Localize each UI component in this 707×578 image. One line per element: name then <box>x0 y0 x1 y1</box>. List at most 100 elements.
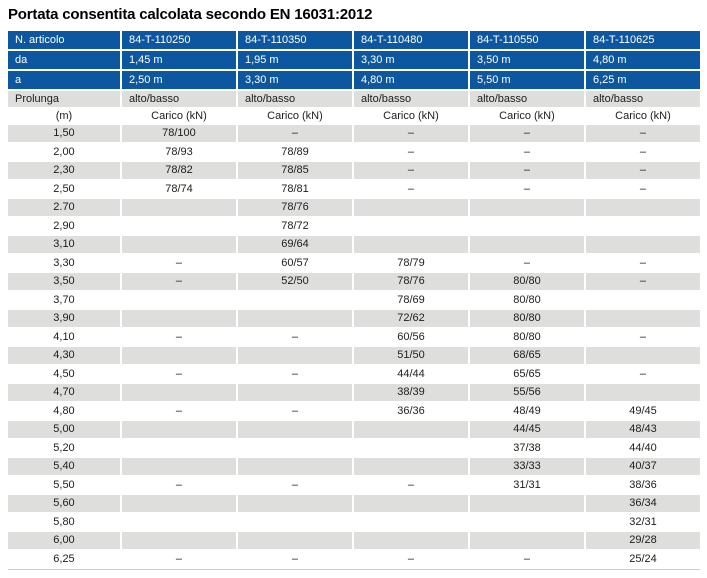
carico-cell <box>237 310 352 327</box>
carico-cell: 25/24 <box>629 552 657 565</box>
carico-cell: 29/28 <box>585 532 700 549</box>
carico-cell <box>469 495 584 512</box>
carico-cell: 31/31 <box>513 478 541 491</box>
max-length-row: a 2,50 m 3,30 m 4,80 m 5,50 m 6,25 m <box>8 71 700 89</box>
carico-cell: – <box>469 125 584 142</box>
row-label: a <box>8 71 120 89</box>
carico-cell <box>237 458 352 475</box>
carico-cell <box>585 310 700 327</box>
max-length: 4,80 m <box>353 71 468 89</box>
carico-cell <box>353 199 468 216</box>
carico-cell: 44/45 <box>469 421 584 438</box>
carico-cell <box>585 384 700 401</box>
table-row: 6,25 – – – – 25/24 <box>8 551 700 568</box>
carico-cell <box>122 292 236 309</box>
table-row: 5,20 37/38 44/40 <box>8 440 700 457</box>
min-length: 3,30 m <box>353 51 468 69</box>
table-row: 5,50 – – – 31/31 38/36 <box>8 477 700 494</box>
carico-cell: 48/49 <box>513 404 541 417</box>
carico-cell: 78/72 <box>281 219 309 232</box>
prolunga-length-cell: 2,50 <box>53 182 75 195</box>
carico-cell: 78/93 <box>165 145 193 158</box>
prolunga-length-cell: 5,80 <box>53 515 75 528</box>
prolunga-length-cell: 5,50 <box>53 478 75 491</box>
carico-cell <box>470 218 584 235</box>
carico-cell: – <box>291 367 299 380</box>
carico-cell: – <box>585 162 700 179</box>
prolunga-length-cell: 6,25 <box>53 552 75 565</box>
carico-cell: 55/56 <box>469 384 584 401</box>
table-row: 4,70 38/39 55/56 <box>8 384 700 401</box>
page-title: Portata consentita calcolata secondo EN … <box>8 6 373 23</box>
carico-cell: – <box>639 145 647 158</box>
carico-cell: 78/74 <box>165 182 193 195</box>
carico-cell: – <box>523 182 531 195</box>
row-label: da <box>8 51 120 69</box>
carico-cell: 80/80 <box>469 273 584 290</box>
carico-cell: – <box>407 182 415 195</box>
prolunga-length-cell: 4,10 <box>53 330 75 343</box>
unit-carico: Carico (kN) <box>353 109 468 123</box>
carico-cell <box>354 514 468 531</box>
carico-cell <box>238 292 352 309</box>
row-label: N. articolo <box>8 31 120 49</box>
carico-cell <box>121 495 236 512</box>
carico-cell: – <box>523 552 531 565</box>
carico-cell: – <box>175 256 183 269</box>
carico-cell <box>121 532 236 549</box>
carico-cell: 72/62 <box>353 310 468 327</box>
carico-cell <box>121 236 236 253</box>
row-label: Prolunga <box>8 91 120 107</box>
carico-cell: 37/38 <box>513 441 541 454</box>
carico-cell: 78/76 <box>353 273 468 290</box>
carico-cell: – <box>639 256 647 269</box>
carico-cell <box>122 218 236 235</box>
article-number: 84-T-110480 <box>353 31 468 49</box>
article-number: 84-T-110550 <box>469 31 584 49</box>
table-row: 2.70 78/76 <box>8 199 700 216</box>
carico-cell: – <box>353 162 468 179</box>
carico-cell: 78/69 <box>397 293 425 306</box>
carico-cell <box>469 532 584 549</box>
carico-cell: – <box>175 367 183 380</box>
carico-cell: 68/65 <box>469 347 584 364</box>
carico-cell: 80/80 <box>469 310 584 327</box>
carico-cell <box>237 532 352 549</box>
max-length: 2,50 m <box>121 71 236 89</box>
table-row: 5,80 32/31 <box>8 514 700 531</box>
carico-cell <box>121 421 236 438</box>
prolunga-length-cell: 5,60 <box>8 495 120 512</box>
carico-cell <box>353 421 468 438</box>
table-row: 4,50 – – 44/44 65/65 – <box>8 366 700 383</box>
table-row: 3,50–52/50 78/76 80/80– <box>8 273 700 290</box>
unit-carico: Carico (kN) <box>237 109 352 123</box>
carico-cell: – <box>523 256 531 269</box>
carico-cell: 78/89 <box>281 145 309 158</box>
prolunga-length-cell: 2,00 <box>53 145 75 158</box>
carico-cell <box>121 347 236 364</box>
unit-label: (m) <box>8 109 120 123</box>
prolunga-length-cell: 4,80 <box>53 404 75 417</box>
carico-cell <box>353 495 468 512</box>
prolunga-length-cell: 5,20 <box>53 441 75 454</box>
table-row: 3,10 69/64 <box>8 236 700 253</box>
carico-cell: 52/50 <box>237 273 352 290</box>
prolunga-length-cell: 4,30 <box>8 347 120 364</box>
prolunga-length-cell: 2.70 <box>8 199 120 216</box>
alto-basso: alto/basso <box>237 91 352 107</box>
carico-cell: – <box>585 125 700 142</box>
carico-cell: 38/39 <box>353 384 468 401</box>
prolunga-length-cell: 3,10 <box>8 236 120 253</box>
carico-cell: – <box>291 330 299 343</box>
carico-cell: – <box>639 182 647 195</box>
unit-carico: Carico (kN) <box>469 109 584 123</box>
carico-cell <box>121 458 236 475</box>
carico-cell <box>469 236 584 253</box>
prolunga-length-cell: 1,50 <box>8 125 120 142</box>
carico-cell <box>121 384 236 401</box>
carico-cell: – <box>121 273 236 290</box>
carico-cell: 60/57 <box>281 256 309 269</box>
table-row: 1,50 78/100– – – – <box>8 125 700 142</box>
carico-cell: – <box>407 145 415 158</box>
